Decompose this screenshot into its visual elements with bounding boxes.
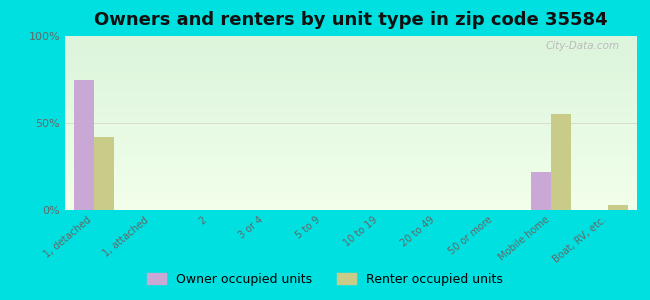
Bar <box>531 172 551 210</box>
Bar <box>94 137 114 210</box>
Legend: Owner occupied units, Renter occupied units: Owner occupied units, Renter occupied un… <box>142 268 508 291</box>
Text: City-Data.com: City-Data.com <box>546 41 620 51</box>
Title: Owners and renters by unit type in zip code 35584: Owners and renters by unit type in zip c… <box>94 11 608 29</box>
Bar <box>73 80 94 210</box>
Bar <box>551 114 571 210</box>
Bar <box>608 205 629 210</box>
